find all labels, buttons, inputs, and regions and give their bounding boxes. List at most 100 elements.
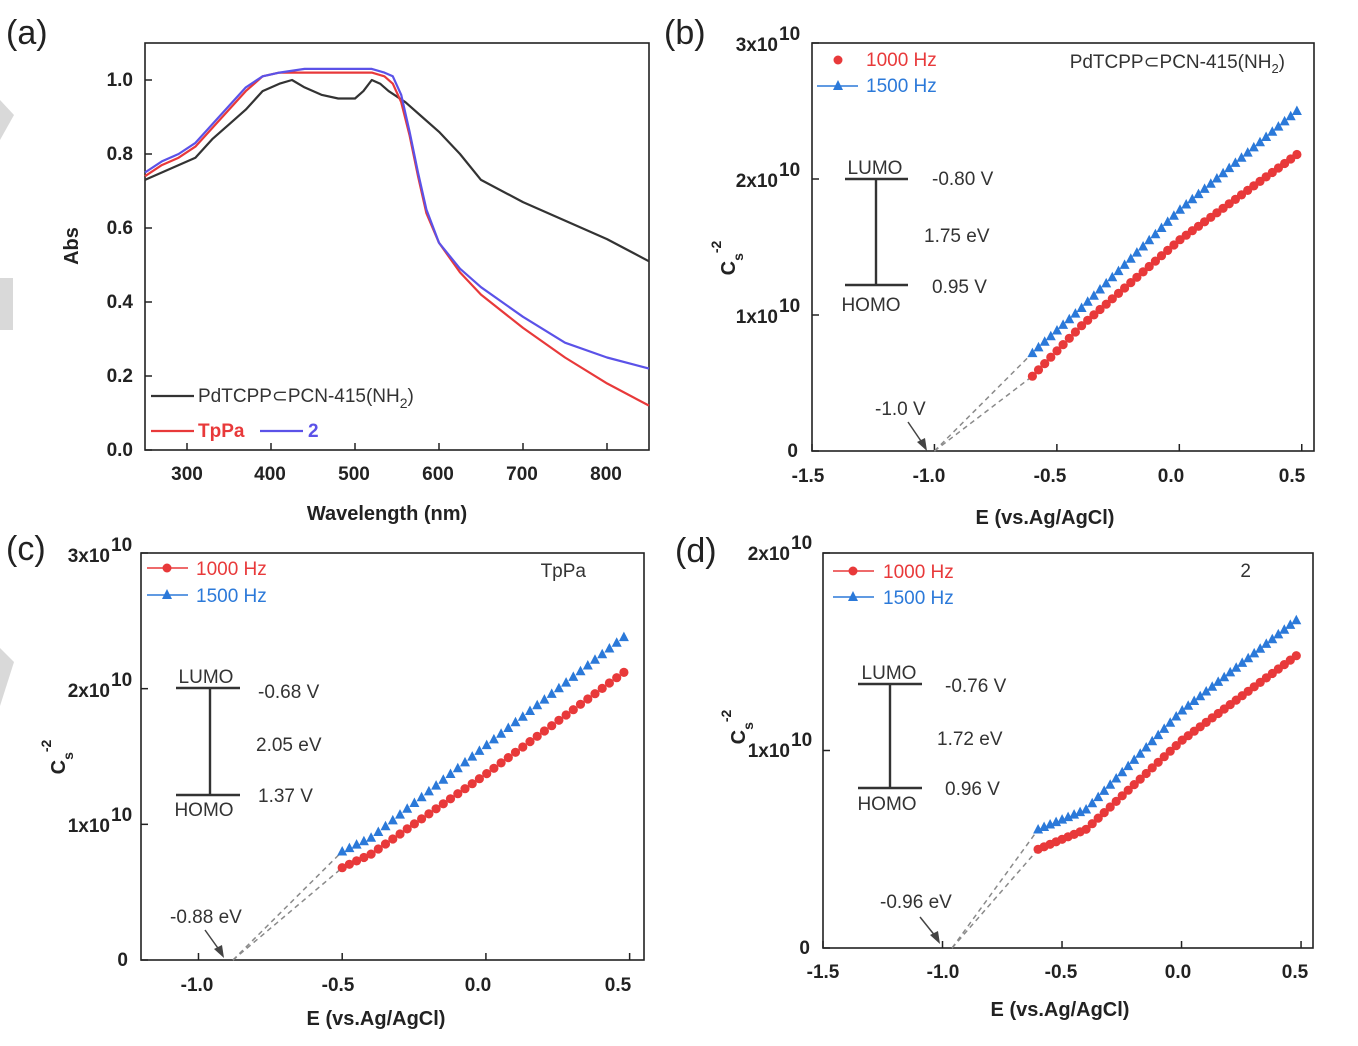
extrapolation-line [951, 848, 1039, 949]
marker-1500hz [1058, 319, 1069, 329]
panel-d-ticks [822, 552, 1302, 949]
marker-1500hz [1181, 199, 1192, 209]
marker-1000hz [1117, 791, 1127, 801]
marker-1500hz [1168, 210, 1179, 220]
c-ytick: 2x10 [68, 681, 110, 702]
marker-1500hz [1064, 313, 1075, 324]
marker-1500hz [1175, 204, 1185, 214]
marker-1000hz [1027, 371, 1037, 381]
legend-marker-1500hz [162, 589, 172, 599]
marker-1500hz [1039, 821, 1050, 831]
panel-a-xlabel: Wavelength (nm) [307, 503, 467, 525]
marker-1500hz [604, 643, 615, 653]
panel-a-legend: PdTCPP⊂PCN-415(NH2) TpPa 2 [151, 386, 414, 442]
marker-1000hz [417, 814, 427, 824]
panel-b-band-diagram: LUMO HOMO -0.80 V 1.75 eV 0.95 V [841, 158, 993, 316]
panel-b-x-tick-labels: -1.5 -1.0 -0.5 0.0 0.5 [792, 466, 1306, 487]
extrapolation-line [933, 352, 1033, 452]
b-intercept-label: -1.0 V [875, 399, 926, 420]
legend-marker-1500hz [833, 80, 843, 90]
c-homo-value: 1.37 V [258, 786, 313, 807]
marker-1500hz [1111, 773, 1122, 783]
marker-1500hz [1201, 686, 1212, 696]
marker-1500hz [1027, 347, 1038, 358]
a-xtick: 800 [590, 464, 622, 485]
marker-1500hz [1033, 824, 1044, 834]
panel-b-series [933, 105, 1302, 452]
marker-1500hz [488, 733, 499, 744]
marker-1000hz [1153, 757, 1163, 767]
panel-a-series [144, 67, 650, 407]
marker-1500hz [1162, 216, 1173, 226]
panel-d-legend: 1000 Hz 1500 Hz [833, 562, 954, 609]
marker-1500hz [496, 728, 507, 738]
panel-d-xlabel: E (vs.Ag/AgCl) [991, 999, 1130, 1021]
extrapolation-line [232, 850, 343, 961]
marker-1500hz [1230, 157, 1241, 167]
marker-1000hz [547, 721, 557, 731]
marker-1500hz [1093, 791, 1104, 802]
c-xtick: -1.0 [181, 975, 214, 996]
d-homo-label: HOMO [857, 794, 916, 815]
marker-1500hz [1261, 638, 1272, 648]
marker-1500hz [1187, 193, 1198, 204]
marker-1500hz [1150, 228, 1161, 239]
panel-c-title: TpPa [541, 561, 587, 582]
marker-1000hz [518, 742, 528, 752]
marker-1500hz [1189, 695, 1200, 705]
marker-1000hz [568, 705, 578, 715]
marker-1500hz [1117, 766, 1128, 777]
a-xtick: 700 [506, 464, 538, 485]
panel-a-ylabel: Abs [61, 227, 83, 265]
d-ytick-exp: 10 [791, 533, 812, 554]
marker-1000hz [554, 715, 564, 725]
marker-1500hz [1033, 341, 1044, 352]
marker-1500hz [402, 803, 413, 813]
marker-1000hz [590, 689, 600, 699]
marker-1000hz [373, 844, 383, 854]
marker-1000hz [1132, 272, 1142, 282]
panel-a-label: (a) [6, 14, 48, 52]
panel-b-mott-schottky: (b) -1.5 -1.0 -0.5 0.0 0.5 0 1x10 10 2x1… [664, 14, 1315, 529]
marker-1500hz [1153, 729, 1164, 740]
c-ytick-exp: 10 [111, 535, 132, 556]
legend-label-pcn: PdTCPP⊂PCN-415(NH2) [198, 386, 414, 411]
marker-1500hz [517, 711, 528, 721]
marker-1500hz [1144, 234, 1155, 245]
panel-a-y-tick-labels: 0.0 0.2 0.4 0.6 0.8 1.0 [107, 70, 134, 461]
marker-1500hz [1045, 819, 1056, 829]
marker-1500hz [344, 842, 355, 853]
marker-1000hz [496, 758, 506, 768]
b-ytick: 1x10 [736, 307, 778, 328]
marker-1500hz [1095, 284, 1105, 294]
marker-1500hz [575, 665, 586, 676]
marker-1500hz [611, 637, 622, 647]
marker-1500hz [445, 768, 456, 778]
panel-d-band-diagram: LUMO HOMO -0.76 V 1.72 eV 0.96 V [857, 663, 1006, 815]
d-lumo-label: LUMO [862, 663, 917, 684]
panel-b-label: (b) [664, 14, 706, 52]
marker-1000hz [583, 694, 593, 704]
marker-1500hz [1242, 147, 1253, 157]
marker-1500hz [1057, 814, 1068, 824]
marker-1500hz [1165, 717, 1176, 727]
panel-d-ylabel: Cs-2 [718, 709, 756, 744]
a-ytick: 0.4 [107, 292, 134, 313]
legend-label-1000hz: 1000 Hz [883, 562, 954, 583]
marker-1500hz [1099, 785, 1110, 795]
marker-1500hz [1261, 131, 1272, 141]
panel-c-x-tick-labels: -1.0 -0.5 0.0 0.5 [181, 975, 632, 996]
edge-decoration [0, 100, 14, 706]
d-ytick: 1x10 [748, 741, 790, 762]
marker-1500hz [618, 631, 629, 642]
legend-marker-1500hz [848, 591, 858, 601]
marker-1500hz [1273, 628, 1284, 639]
marker-1500hz [1135, 748, 1146, 758]
panel-c-frame [140, 552, 645, 961]
marker-1500hz [1207, 681, 1218, 691]
marker-1000hz [1113, 288, 1124, 298]
marker-1000hz [575, 699, 586, 709]
panel-c-ylabel: Cs-2 [38, 739, 76, 774]
marker-1000hz [1040, 359, 1050, 369]
marker-1500hz [467, 751, 478, 761]
